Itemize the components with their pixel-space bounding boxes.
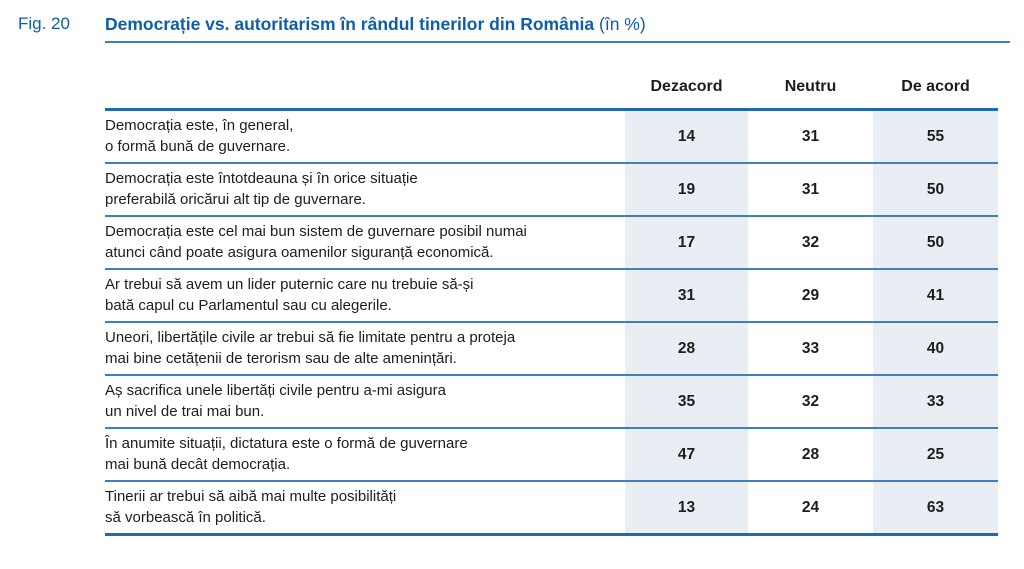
table-row: Democrația este cel mai bun sistem de gu…	[105, 217, 998, 270]
statement-cell: În anumite situații, dictatura este o fo…	[105, 429, 625, 480]
data-table: Dezacord Neutru De acord Democrația este…	[105, 66, 998, 536]
value-de-acord: 50	[873, 164, 998, 215]
value-neutru: 28	[801, 445, 820, 463]
table-row: Democrația este întotdeauna și în orice …	[105, 164, 998, 217]
value-de-acord: 55	[873, 111, 998, 162]
value-de-acord: 33	[873, 376, 998, 427]
statement-line: Democrația este, în general,	[105, 117, 294, 134]
column-header-neutru: Neutru	[784, 78, 837, 95]
value-dezacord: 13	[625, 482, 748, 533]
statement-line: preferabilă oricărui alt tip de guvernar…	[105, 190, 366, 208]
table-row: Democrația este, în general, o formă bun…	[105, 111, 998, 164]
statement-line: Tinerii ar trebui să aibă mai multe posi…	[105, 488, 397, 505]
value-neutru: 29	[801, 286, 820, 304]
figure-title-suffix: (în %)	[594, 14, 646, 34]
statement-line: atunci când poate asigura oamenilor sigu…	[105, 243, 494, 261]
statement-line: un nivel de trai mai bun.	[105, 402, 265, 420]
value-neutru: 33	[801, 339, 820, 357]
figure-title-block: Democrație vs. autoritarism în rândul ti…	[105, 13, 1010, 43]
table-row: Tinerii ar trebui să aibă mai multe posi…	[105, 482, 998, 533]
value-neutru: 24	[801, 498, 820, 516]
value-dezacord: 35	[625, 376, 748, 427]
statement-line: bată capul cu Parlamentul sau cu alegeri…	[105, 296, 392, 314]
statement-cell: Aș sacrifica unele libertăți civile pent…	[105, 376, 625, 427]
table-row: În anumite situații, dictatura este o fo…	[105, 429, 998, 482]
value-dezacord: 28	[625, 323, 748, 374]
column-header-dezacord: Dezacord	[650, 78, 723, 95]
figure-number: Fig. 20	[18, 14, 70, 33]
value-de-acord: 40	[873, 323, 998, 374]
statement-line: Ar trebui să avem un lider puternic care…	[105, 276, 474, 293]
value-dezacord: 31	[625, 270, 748, 321]
statement-cell: Democrația este întotdeauna și în orice …	[105, 164, 625, 215]
statement-line: Democrația este întotdeauna și în orice …	[105, 170, 418, 187]
statement-cell: Ar trebui să avem un lider puternic care…	[105, 270, 625, 321]
statement-line: o formă bună de guvernare.	[105, 137, 291, 155]
value-dezacord: 14	[625, 111, 748, 162]
statement-cell: Democrația este, în general, o formă bun…	[105, 111, 625, 162]
value-de-acord: 25	[873, 429, 998, 480]
statement-cell: Tinerii ar trebui să aibă mai multe posi…	[105, 482, 625, 533]
value-neutru: 32	[801, 392, 820, 410]
statement-cell: Uneori, libertățile civile ar trebui să …	[105, 323, 625, 374]
statement-line: Democrația este cel mai bun sistem de gu…	[105, 223, 527, 240]
value-de-acord: 50	[873, 217, 998, 268]
value-dezacord: 47	[625, 429, 748, 480]
table-row: Uneori, libertățile civile ar trebui să …	[105, 323, 998, 376]
table-body: Democrația este, în general, o formă bun…	[105, 111, 998, 536]
statement-header-cell	[105, 66, 625, 108]
value-de-acord: 63	[873, 482, 998, 533]
statement-line: mai bine cetățenii de terorism sau de al…	[105, 349, 457, 367]
value-dezacord: 19	[625, 164, 748, 215]
value-neutru: 32	[801, 233, 820, 251]
table-header-row: Dezacord Neutru De acord	[105, 66, 998, 111]
statement-line: să vorbească în politică.	[105, 508, 266, 526]
table-row: Aș sacrifica unele libertăți civile pent…	[105, 376, 998, 429]
column-header-de-acord: De acord	[901, 78, 970, 95]
value-neutru: 31	[801, 127, 820, 145]
table-row: Ar trebui să avem un lider puternic care…	[105, 270, 998, 323]
statement-line: În anumite situații, dictatura este o fo…	[105, 435, 468, 452]
value-dezacord: 17	[625, 217, 748, 268]
statement-line: mai bună decât democrația.	[105, 455, 291, 473]
value-de-acord: 41	[873, 270, 998, 321]
statement-cell: Democrația este cel mai bun sistem de gu…	[105, 217, 625, 268]
statement-line: Uneori, libertățile civile ar trebui să …	[105, 329, 516, 346]
value-neutru: 31	[801, 180, 820, 198]
statement-line: Aș sacrifica unele libertăți civile pent…	[105, 382, 446, 399]
figure-title: Democrație vs. autoritarism în rândul ti…	[105, 14, 595, 34]
